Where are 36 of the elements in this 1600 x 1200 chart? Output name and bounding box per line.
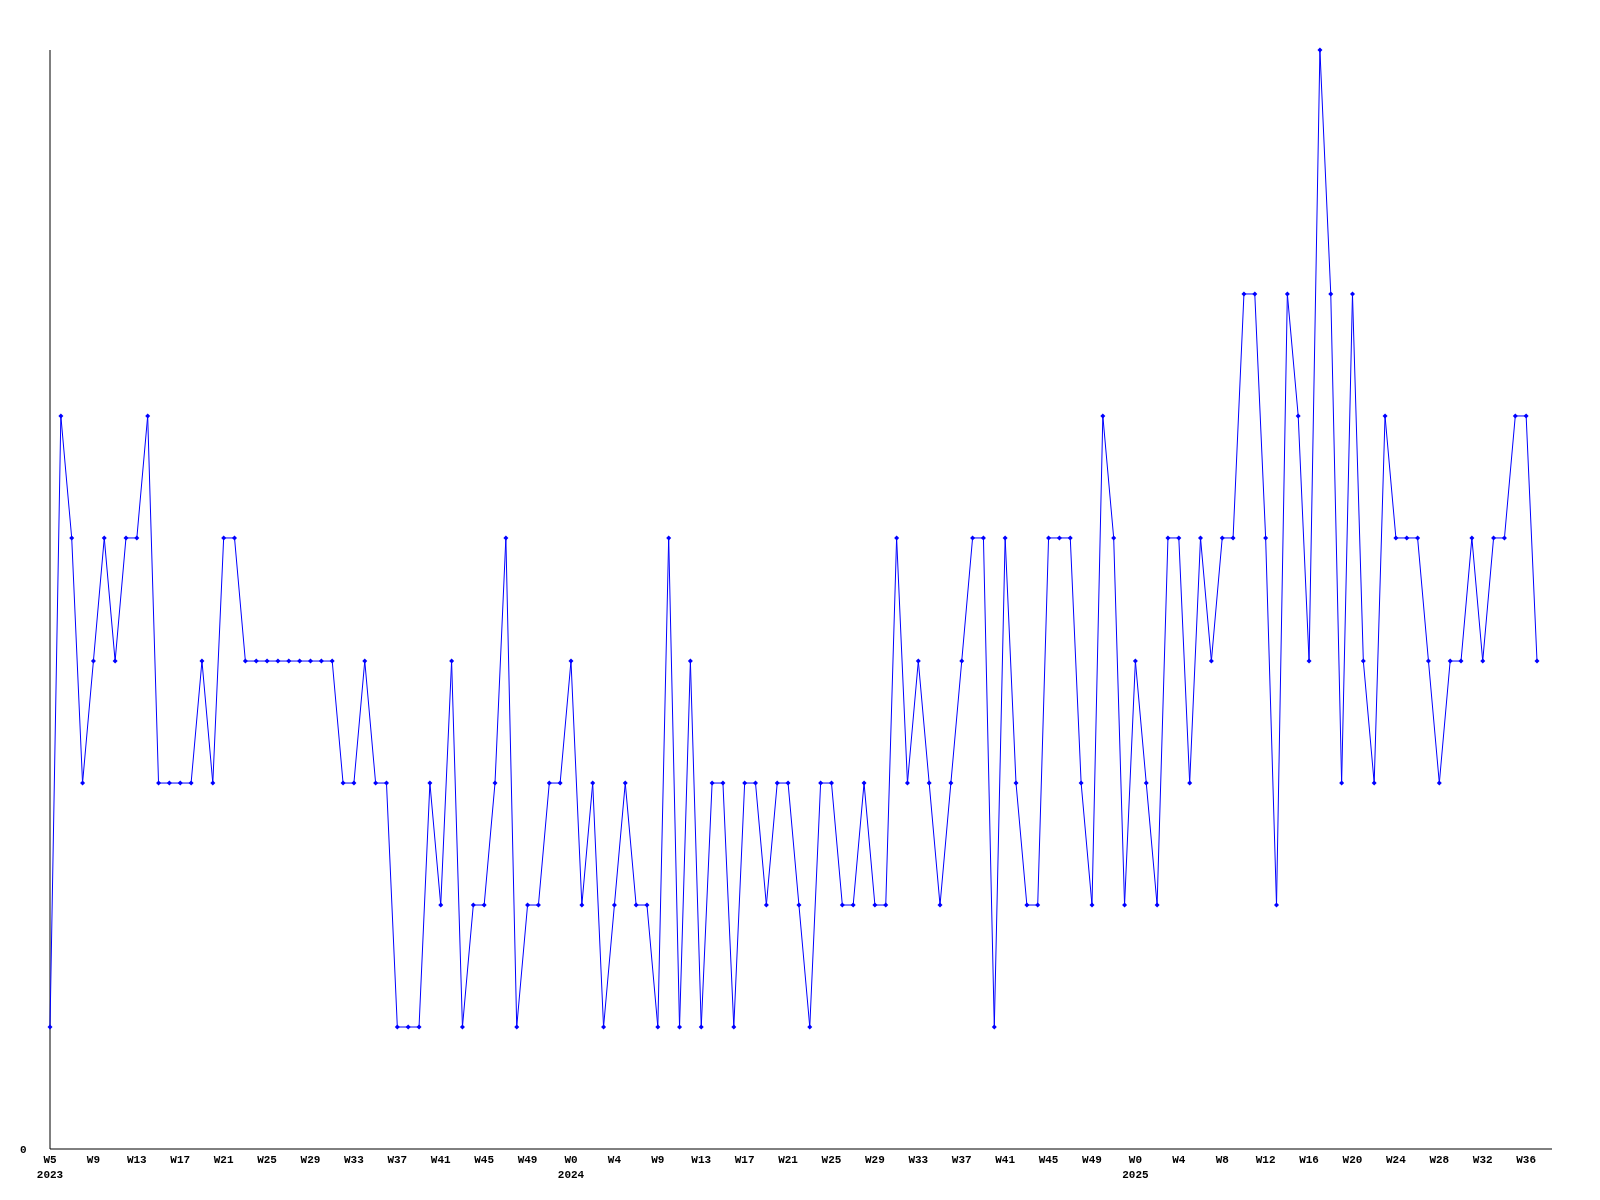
x-tick-label: W16: [1299, 1154, 1319, 1166]
x-tick-label: W0 2024: [557, 1154, 585, 1181]
x-tick-label: W21: [213, 1154, 234, 1166]
x-tick-label: W49: [517, 1154, 538, 1166]
x-tick-label: W20: [1342, 1154, 1363, 1166]
x-tick-label: W9: [86, 1154, 101, 1166]
x-tick-label: W32: [1472, 1154, 1493, 1166]
x-tick-label: W4: [1172, 1154, 1186, 1166]
x-tick-label: W8: [1215, 1154, 1230, 1166]
x-tick-label: W33: [344, 1154, 365, 1166]
x-tick-label: W17: [170, 1154, 191, 1166]
x-tick-label: W13: [126, 1154, 148, 1166]
x-tick-label: W9: [651, 1154, 665, 1166]
x-tick-label: W17: [734, 1154, 755, 1166]
x-tick-label: W21: [778, 1154, 799, 1166]
x-tick-label: W37: [951, 1154, 972, 1166]
x-tick-label: W29: [300, 1154, 321, 1166]
x-tick-label: W13: [691, 1154, 712, 1166]
x-tick-label: W0 2025: [1122, 1154, 1149, 1181]
x-tick-label: W28: [1429, 1154, 1450, 1166]
x-tick-label: W4: [607, 1154, 622, 1166]
x-tick-label: W25: [257, 1154, 278, 1166]
x-tick-label: W24: [1385, 1154, 1407, 1166]
x-tick-label: W49: [1082, 1154, 1102, 1166]
x-tick-label: W12: [1255, 1154, 1276, 1166]
text: 0: [20, 1144, 27, 1156]
x-tick-label: W41: [995, 1154, 1016, 1166]
x-tick-label: W33: [908, 1154, 929, 1166]
x-tick-label: W25: [821, 1154, 842, 1166]
x-tick-label: W45: [1038, 1154, 1059, 1166]
x-tick-label: W36: [1516, 1154, 1537, 1166]
x-tick-label: W37: [387, 1154, 408, 1166]
x-tick-label: W45: [474, 1154, 495, 1166]
x-tick-label: W5 2023: [36, 1154, 64, 1181]
x-tick-label: W29: [865, 1154, 885, 1166]
x-tick-label: W41: [430, 1154, 452, 1166]
